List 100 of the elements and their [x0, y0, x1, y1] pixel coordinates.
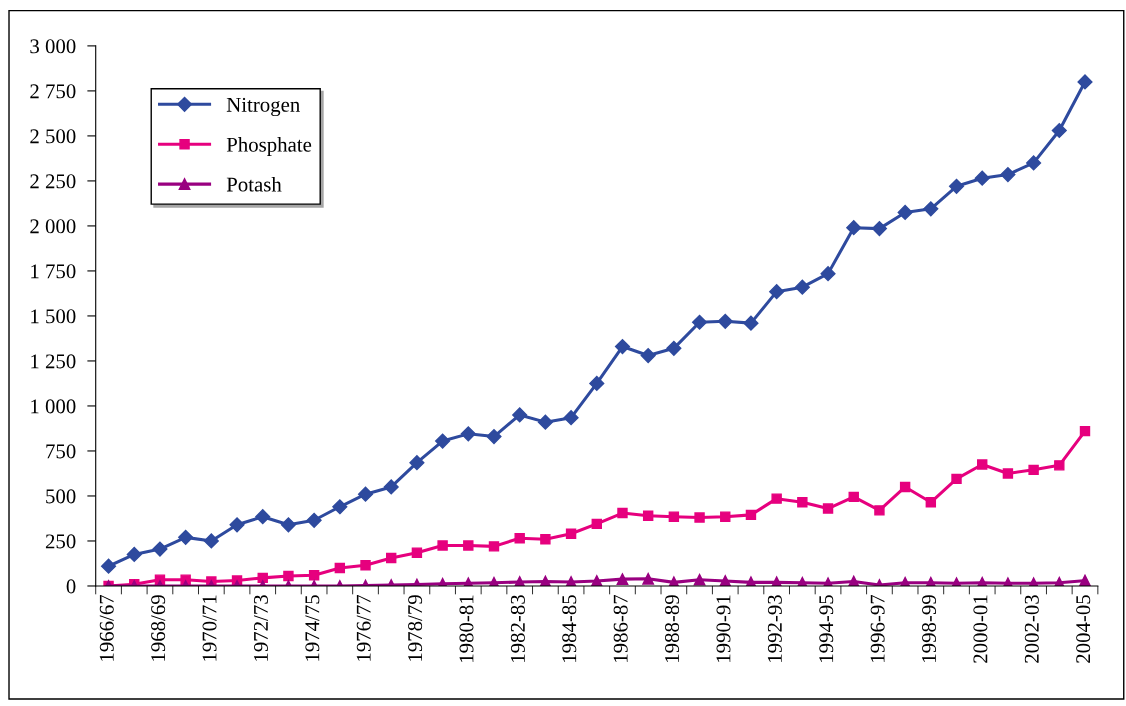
point [1079, 425, 1091, 437]
point [563, 410, 579, 426]
point [283, 570, 294, 582]
point [846, 220, 862, 236]
point [693, 573, 706, 586]
point [640, 347, 656, 364]
point [1051, 122, 1067, 139]
point [357, 486, 374, 502]
point [822, 503, 834, 514]
point [925, 497, 937, 508]
legend-label: Nitrogen [226, 97, 300, 117]
point [1054, 460, 1065, 471]
point [540, 533, 551, 545]
y-tick-label: 2 750 [30, 84, 76, 99]
point [694, 512, 705, 523]
point [589, 375, 605, 392]
point [360, 560, 371, 571]
point [437, 540, 448, 551]
x-tick-label: 1978/79 [408, 595, 423, 661]
point [255, 509, 271, 525]
point [642, 510, 654, 521]
point [720, 511, 731, 522]
point [280, 517, 296, 533]
x-tick-label: 2000-01 [973, 595, 988, 663]
y-tick-label: 750 [46, 444, 76, 459]
point [411, 547, 423, 558]
point [514, 533, 525, 544]
point [745, 509, 757, 521]
point [126, 546, 142, 563]
point [897, 204, 913, 220]
point [1000, 167, 1016, 183]
point [334, 562, 346, 574]
point [820, 266, 836, 282]
point [951, 473, 962, 485]
x-tick-label: 1992-93 [767, 595, 782, 662]
y-tick-label: 2 500 [30, 129, 76, 144]
point [977, 459, 988, 470]
point [488, 541, 500, 552]
point [1028, 464, 1039, 476]
point [848, 491, 859, 503]
point [100, 558, 117, 574]
point [974, 170, 990, 186]
x-tick-label: 1996-97 [870, 594, 885, 662]
y-tick-label: 1 500 [31, 309, 76, 324]
x-tick-label: 2002-03 [1024, 595, 1039, 663]
point [152, 541, 168, 557]
point [1002, 468, 1014, 479]
point [923, 201, 939, 217]
y-tick-label: 2 250 [30, 174, 76, 189]
point [386, 552, 397, 564]
point [948, 178, 965, 194]
point [229, 517, 245, 533]
y-tick-label: 1 750 [31, 264, 76, 279]
x-tick-label: 1970/71 [202, 595, 217, 661]
point [178, 529, 194, 545]
y-tick-label: 2 000 [30, 219, 76, 234]
point [797, 497, 808, 508]
point [871, 221, 888, 237]
x-tick-label: 1982-83 [510, 595, 525, 662]
x-tick-label: 1972/73 [253, 595, 268, 661]
point [463, 540, 474, 551]
point [591, 518, 602, 530]
point [1077, 74, 1093, 90]
point [537, 414, 553, 430]
x-tick-label: 1986-87 [613, 594, 628, 662]
point [743, 315, 759, 331]
x-tick-label: 1974/75 [305, 595, 320, 661]
point [616, 573, 629, 586]
point [899, 481, 911, 493]
point [383, 479, 399, 495]
x-tick-label: 1984-85 [562, 595, 577, 662]
point [691, 314, 708, 330]
x-tick-label: 1968/69 [151, 595, 166, 661]
y-tick-label: 0 [66, 579, 76, 594]
x-tick-label: 1976/77 [356, 594, 371, 661]
point [642, 572, 655, 585]
x-tick-label: 1966/67 [99, 594, 114, 661]
point [794, 279, 810, 295]
point [769, 284, 785, 300]
point [308, 569, 320, 581]
point [1026, 155, 1042, 171]
point [717, 313, 733, 329]
legend-label: Potash [226, 176, 282, 192]
point [435, 433, 451, 449]
point [771, 493, 782, 504]
y-tick-label: 3 000 [30, 39, 76, 54]
point [666, 340, 682, 356]
point [203, 533, 219, 549]
y-tick-label: 500 [46, 489, 76, 504]
x-tick-label: 1994-95 [819, 595, 834, 662]
legend-label: Phosphate [226, 137, 312, 156]
point [486, 428, 502, 445]
point [460, 426, 476, 442]
y-tick-label: 250 [45, 534, 76, 549]
x-tick-label: 1998-99 [921, 595, 937, 662]
x-tick-label: 1990-91 [716, 595, 731, 662]
point [874, 505, 885, 516]
x-tick-label: 2004-05 [1076, 595, 1091, 663]
point [668, 511, 680, 522]
point [617, 507, 628, 519]
